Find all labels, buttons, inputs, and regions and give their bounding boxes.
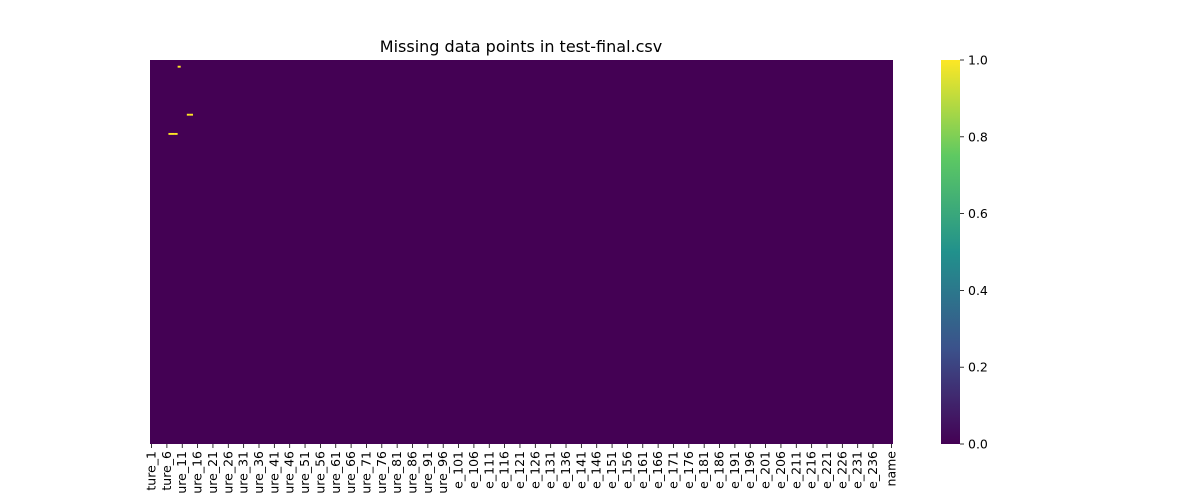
x-tick-label: e_106	[466, 451, 481, 489]
x-tick-label: name	[883, 451, 898, 487]
x-tick-label: e_121	[512, 451, 527, 489]
x-tick-label: ure_41	[266, 451, 281, 494]
colorbar	[941, 60, 960, 444]
x-tick-label: e_176	[681, 451, 696, 489]
x-tick-label: ure_71	[358, 451, 373, 494]
x-tick-label: ure_61	[328, 451, 343, 494]
x-tick-label: ure_26	[220, 451, 235, 494]
x-tick-label: e_216	[804, 451, 819, 489]
missing-cell	[177, 65, 181, 68]
missing-cells	[168, 65, 193, 135]
x-tick-label: e_131	[543, 451, 558, 489]
x-tick-label: ure_81	[389, 451, 404, 494]
x-tick-label: ure_46	[282, 451, 297, 494]
colorbar-tick-label: 0.8	[968, 129, 988, 144]
colorbar-ticks: 0.0 0.2 0.4 0.6 0.8 1.0	[960, 53, 988, 452]
x-tick-label: e_231	[850, 451, 865, 489]
missing-cell	[174, 132, 178, 135]
x-tick-label: e_201	[758, 451, 773, 489]
x-tick-label: ure_96	[435, 451, 450, 494]
colorbar-tick-label: 1.0	[968, 53, 988, 68]
x-tick-label: e_206	[773, 451, 788, 489]
missing-cell	[186, 113, 190, 116]
x-tick-label: e_211	[788, 451, 803, 489]
missing-cell	[189, 113, 193, 116]
x-tick-label: ture_1	[144, 451, 159, 491]
missing-cell	[171, 132, 175, 135]
x-tick-label: ture_6	[159, 451, 174, 491]
missing-cell	[168, 132, 172, 135]
x-tick-label: e_171	[665, 451, 680, 489]
x-tick-label: e_161	[635, 451, 650, 489]
colorbar-tick-label: 0.4	[968, 283, 988, 298]
colorbar-tick-label: 0.6	[968, 206, 988, 221]
x-tick-label: e_191	[727, 451, 742, 489]
x-tick-label: ure_31	[236, 451, 251, 494]
x-tick-label: e_236	[865, 451, 880, 489]
x-tick-label: ure_91	[420, 451, 435, 494]
x-tick-label: e_146	[589, 451, 604, 489]
chart-title: Missing data points in test-final.csv	[380, 37, 662, 56]
x-tick-label: ure_21	[205, 451, 220, 494]
heatmap-background	[150, 60, 893, 444]
x-axis-ticks: ture_1 ture_6 ure_11 ure_16 ure_21 ure_26 ure_…	[144, 444, 898, 494]
x-tick-label: ure_16	[190, 451, 205, 494]
x-tick-label: e_151	[604, 451, 619, 489]
x-tick-label: e_166	[650, 451, 665, 489]
x-tick-label: ure_86	[405, 451, 420, 494]
x-tick-label: ure_76	[374, 451, 389, 494]
x-tick-label: e_186	[712, 451, 727, 489]
x-tick-label: e_101	[451, 451, 466, 489]
x-tick-label: ure_11	[174, 451, 189, 494]
x-tick-label: ure_51	[297, 451, 312, 494]
x-tick-label: e_156	[619, 451, 634, 489]
x-tick-label: e_141	[573, 451, 588, 489]
x-tick-label: e_221	[819, 451, 834, 489]
x-tick-label: e_226	[834, 451, 849, 489]
x-tick-label: e_126	[527, 451, 542, 489]
x-tick-label: ure_66	[343, 451, 358, 494]
x-tick-label: ure_36	[251, 451, 266, 494]
colorbar-tick-label: 0.0	[968, 437, 988, 452]
colorbar-tick-label: 0.2	[968, 360, 988, 375]
x-tick-label: e_196	[742, 451, 757, 489]
x-tick-label: ure_56	[312, 451, 327, 494]
x-tick-label: e_111	[481, 451, 496, 489]
x-tick-label: e_136	[558, 451, 573, 489]
x-tick-label: e_116	[497, 451, 512, 489]
x-tick-label: e_181	[696, 451, 711, 489]
